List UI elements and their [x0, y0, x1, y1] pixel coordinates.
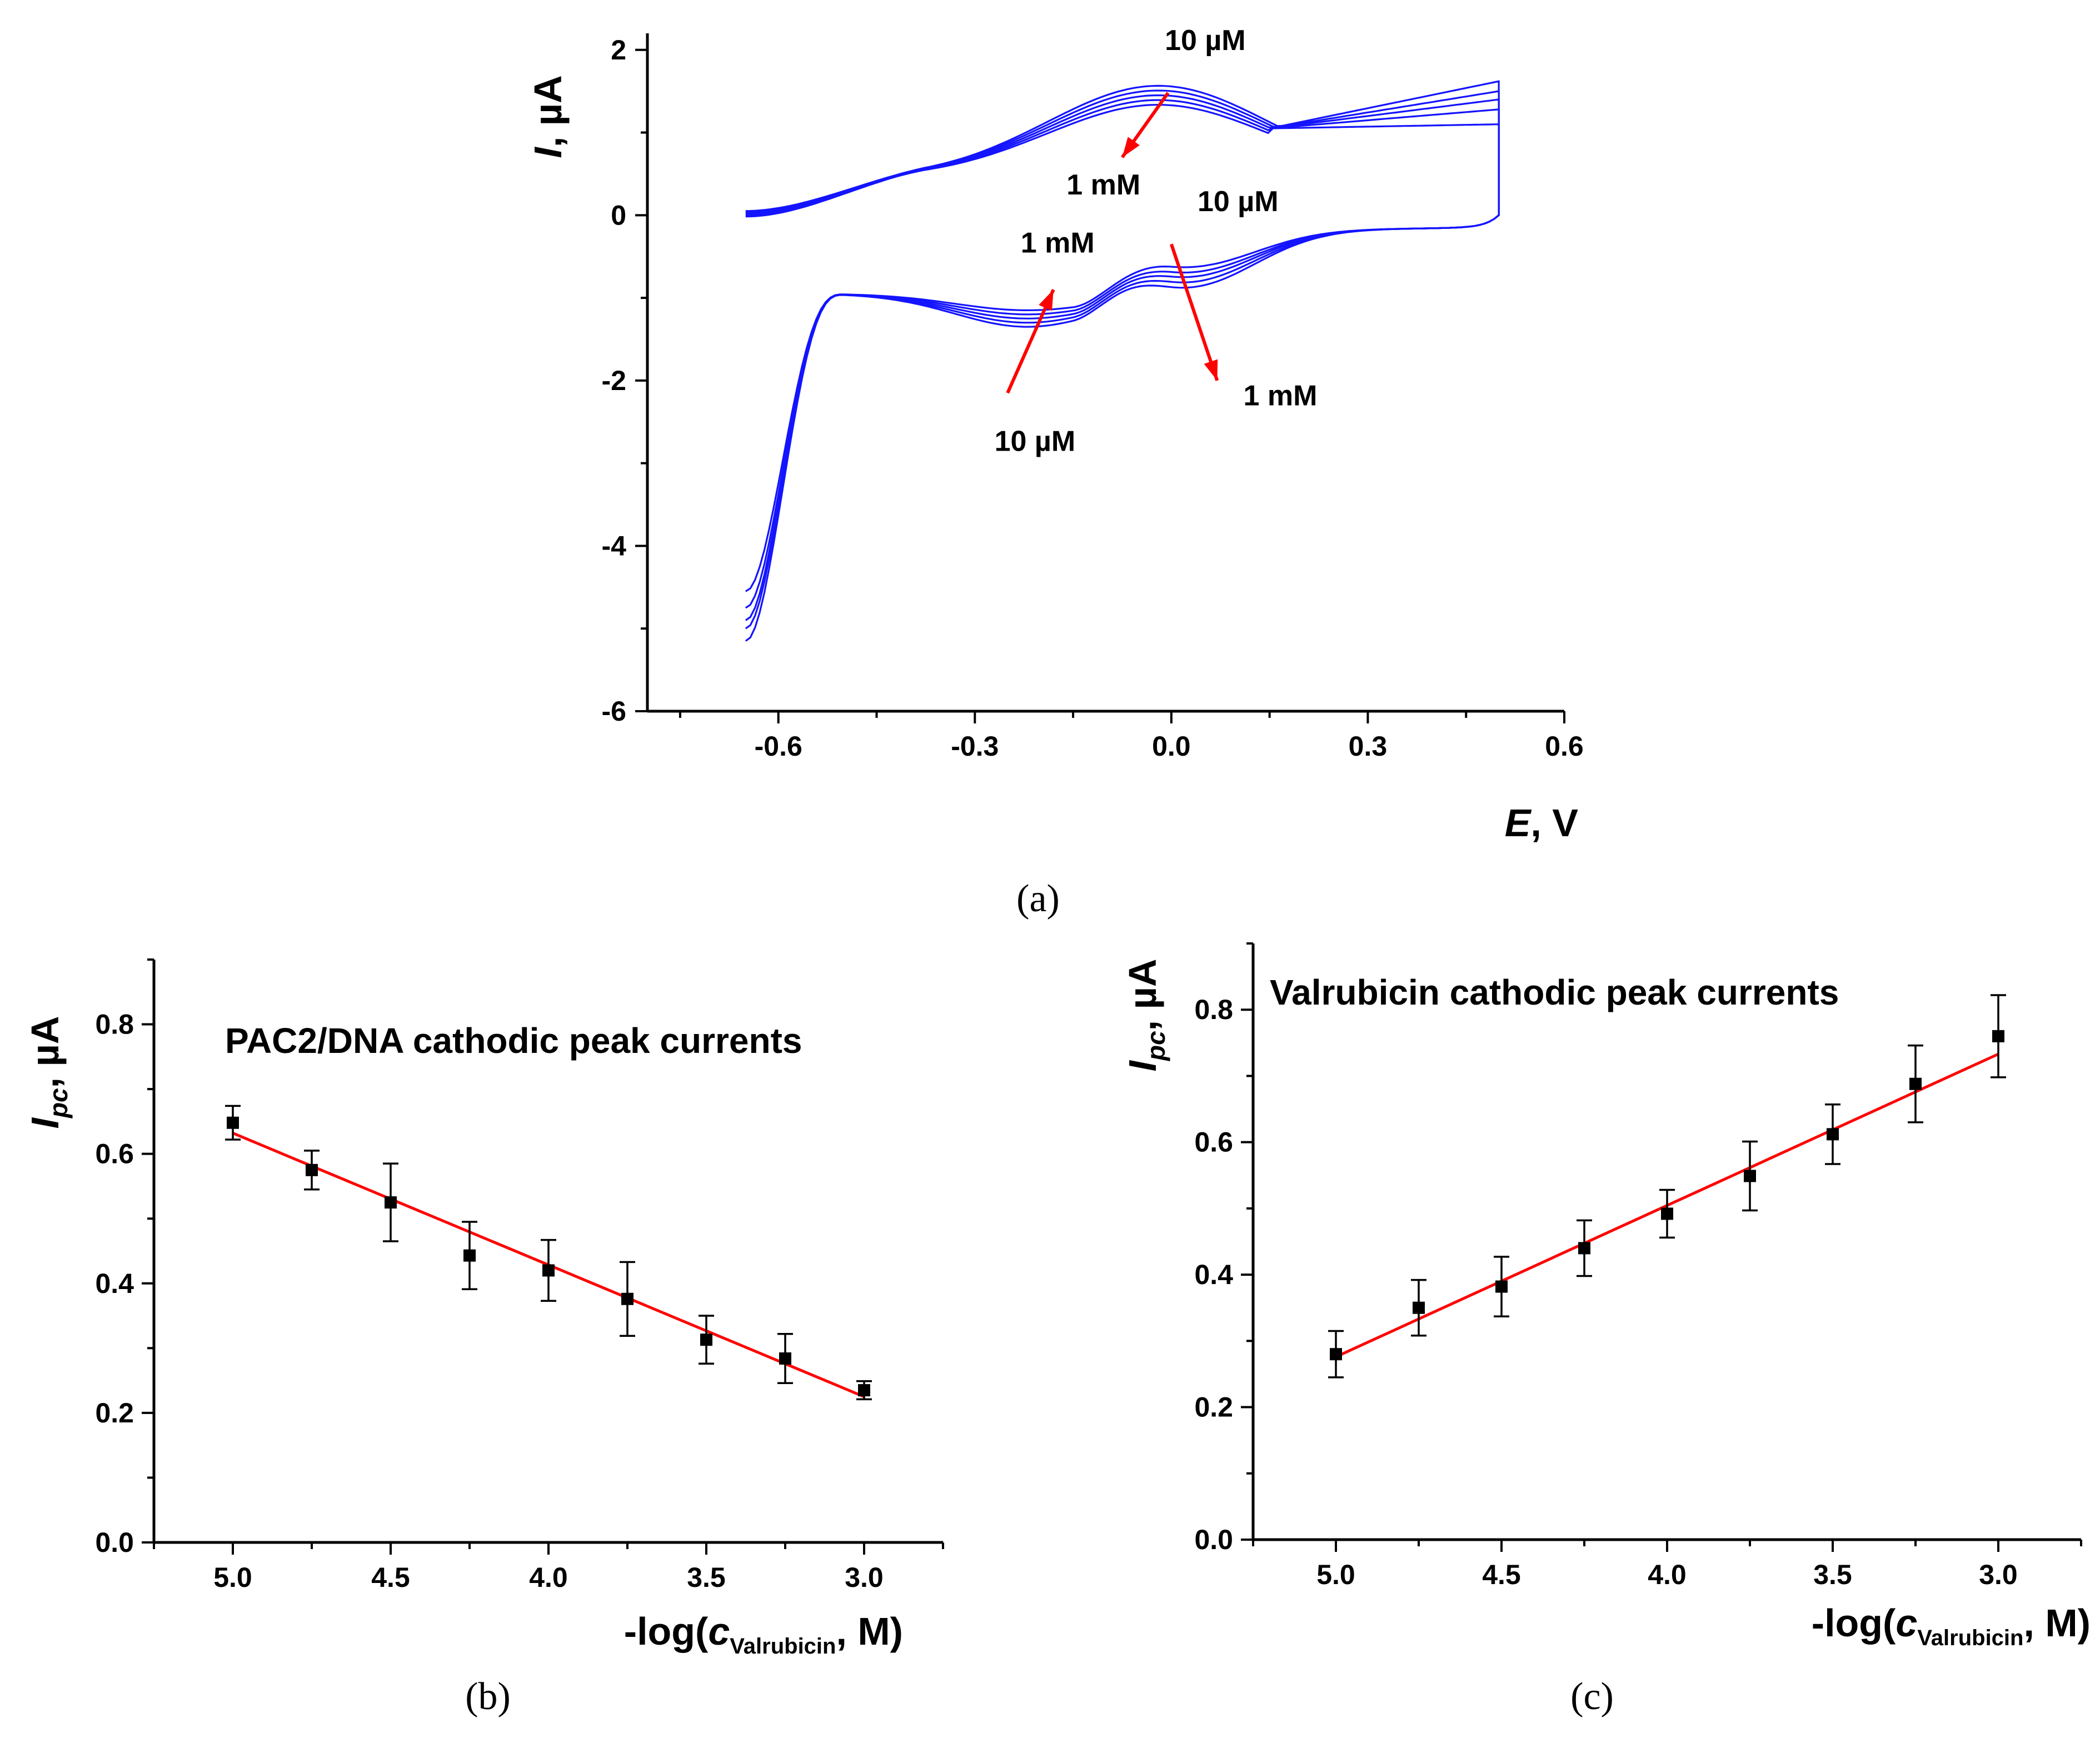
data-point [858, 1384, 870, 1397]
x-tick-label: 5.0 [1316, 1559, 1355, 1590]
cv-arrow-head [1204, 359, 1218, 381]
y-tick-label: 0.2 [95, 1397, 134, 1429]
panel-c-valrubicin-plot: 5.0 4.5 4.0 3.5 3.0 0.0 0.2 0.4 0.6 0.8 Valrubicin… [1121, 942, 2091, 1718]
data-point [1330, 1348, 1342, 1361]
data-point [1827, 1128, 1839, 1141]
data-point [1744, 1170, 1756, 1182]
data-point [463, 1249, 476, 1262]
y-tick-label: 0.8 [1194, 994, 1233, 1025]
y-axis-label: I, µA [526, 75, 570, 158]
y-tick-label: 0.8 [95, 1009, 134, 1040]
data-point [227, 1116, 239, 1129]
y-tick-label: -6 [602, 696, 626, 727]
x-axis-label: -log(cValrubicin, M) [1812, 1601, 2091, 1650]
y-tick-label: 0.0 [95, 1527, 134, 1558]
x-tick-label: 3.0 [845, 1562, 884, 1593]
cv-annotation-label: 1 mM [1021, 227, 1095, 259]
panel-a-caption: (a) [1016, 877, 1060, 920]
y-tick-label: 2 [611, 34, 626, 66]
panel-a-voltammogram: -0.6 -0.3 0.0 0.3 0.6 -6 -4 -2 0 2 E, V I, µA 10 µM 1… [526, 24, 1584, 920]
y-tick-label: 0.4 [1194, 1259, 1233, 1290]
panel-b-pac2-dna-plot: 5.0 4.5 4.0 3.5 3.0 0.0 0.2 0.4 0.6 0.8 PAC2/DNA c… [23, 958, 944, 1718]
data-point [621, 1292, 634, 1305]
cv-curve-4 [745, 103, 1500, 642]
cv-annotation-label: 10 µM [1198, 186, 1279, 218]
data-point [1413, 1301, 1425, 1314]
plot-title: Valrubicin cathodic peak currents [1270, 972, 1839, 1012]
data-point [700, 1334, 712, 1346]
x-tick-label: 0.0 [1152, 731, 1191, 762]
data-point [1578, 1242, 1590, 1255]
x-axis-label: -log(cValrubicin, M) [624, 1610, 903, 1659]
x-tick-label: 3.5 [687, 1562, 726, 1593]
y-tick-label: 0 [611, 199, 626, 231]
data-point [1495, 1280, 1508, 1293]
plot-caption: (c) [1570, 1675, 1614, 1718]
x-tick-label: 5.0 [213, 1562, 252, 1593]
x-tick-label: 0.3 [1349, 731, 1388, 762]
cv-annotation-label: 10 µM [995, 425, 1076, 457]
x-tick-label: 0.6 [1545, 731, 1584, 762]
y-tick-label: -2 [602, 365, 626, 396]
y-tick-label: 0.0 [1194, 1524, 1233, 1555]
x-tick-label: 4.0 [529, 1562, 568, 1593]
x-axis-label: E, V [1505, 801, 1579, 845]
x-tick-label: 4.5 [371, 1562, 410, 1593]
x-tick-label: -0.6 [755, 731, 802, 762]
x-tick-label: 4.5 [1482, 1559, 1521, 1590]
cv-annotation-label: 1 mM [1066, 169, 1140, 201]
cv-arrow-head [1122, 137, 1140, 158]
y-tick-label: 0.6 [95, 1138, 134, 1170]
y-tick-label: 0.6 [1194, 1127, 1233, 1158]
y-tick-label: -4 [602, 530, 627, 561]
x-tick-label: 3.5 [1813, 1559, 1852, 1590]
data-point [1909, 1077, 1922, 1090]
data-point [779, 1352, 791, 1365]
x-tick-label: -0.3 [951, 731, 999, 762]
y-tick-label: 0.2 [1194, 1392, 1233, 1423]
y-tick-label: 0.4 [95, 1268, 134, 1299]
cv-arrow-head [1039, 289, 1054, 311]
plot-caption: (b) [465, 1675, 511, 1718]
x-tick-label: 4.0 [1648, 1559, 1687, 1590]
plot-title: PAC2/DNA cathodic peak currents [225, 1021, 802, 1061]
data-point [1992, 1030, 2004, 1042]
cv-arrow-shaft [1170, 243, 1219, 381]
x-tick-label: 3.0 [1979, 1559, 2018, 1590]
cv-annotation-label: 10 µM [1165, 24, 1246, 57]
data-point [306, 1163, 318, 1176]
data-point [542, 1264, 555, 1277]
cv-annotation-label: 1 mM [1244, 380, 1318, 412]
y-axis-label: Ipc, µA [23, 1016, 73, 1129]
data-point [385, 1196, 397, 1209]
data-point [1661, 1207, 1673, 1220]
y-axis-label: Ipc, µA [1121, 959, 1170, 1072]
